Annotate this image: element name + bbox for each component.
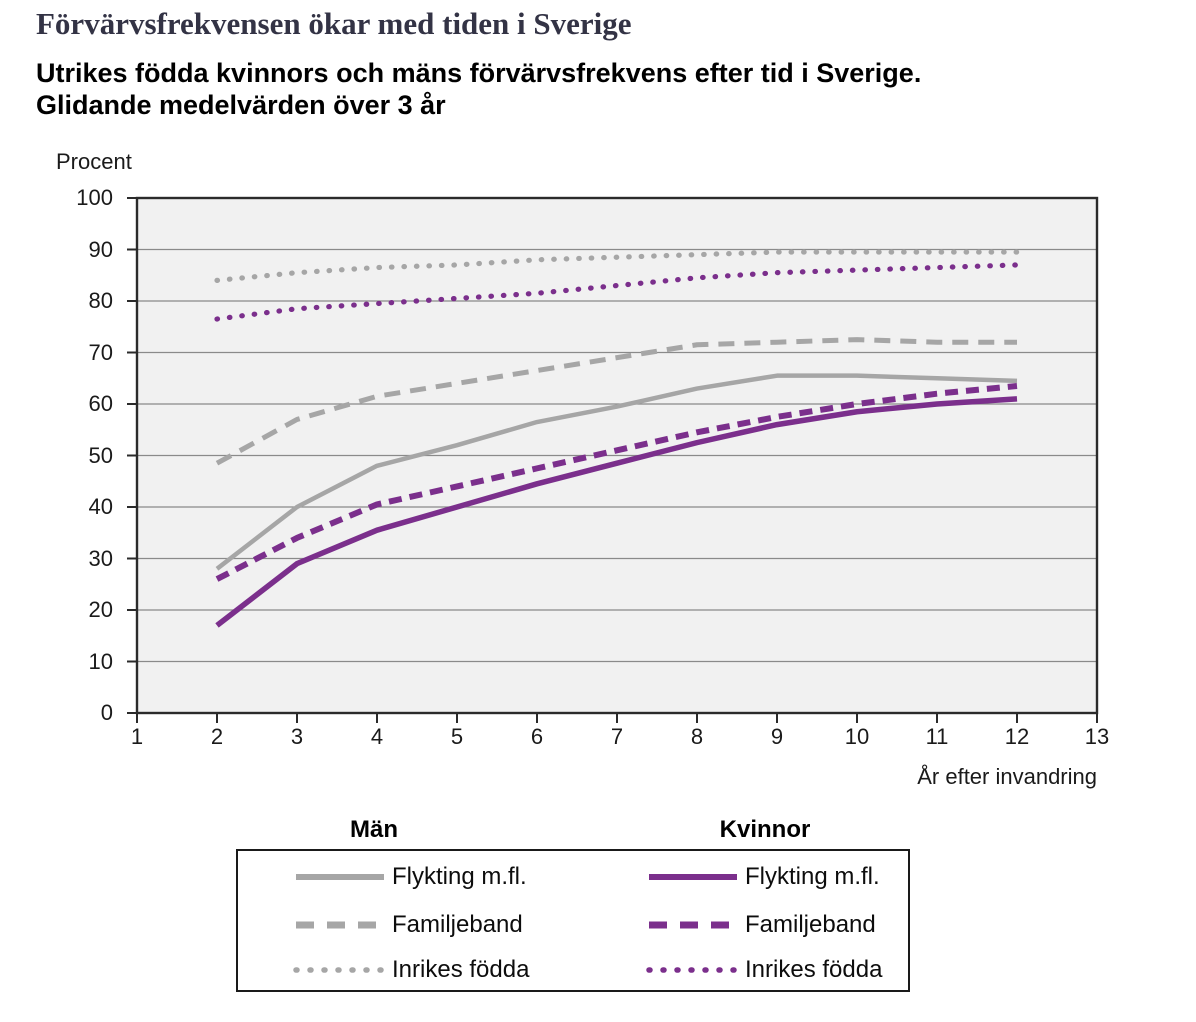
series-kvinnor-dashed bbox=[215, 382, 1018, 582]
series-män-dotted bbox=[214, 249, 1020, 283]
legend-item: Familjeband bbox=[292, 910, 523, 940]
series-kvinnor-solid bbox=[215, 396, 1018, 628]
legend-header-women: Kvinnor bbox=[719, 816, 811, 843]
legend-item: Inrikes födda bbox=[645, 955, 882, 985]
x-tick-label: 13 bbox=[1084, 724, 1110, 749]
legend-swatch-dashed-line-icon bbox=[649, 921, 737, 929]
legend-item: Flykting m.fl. bbox=[645, 862, 880, 892]
legend-swatch-solid-line-icon bbox=[296, 874, 384, 880]
y-tick-label: 40 bbox=[88, 494, 113, 519]
y-tick-label: 0 bbox=[100, 700, 113, 725]
legend-item: Flykting m.fl. bbox=[292, 862, 527, 892]
legend-header-men: Män bbox=[350, 816, 398, 843]
legend-item-label: Flykting m.fl. bbox=[392, 863, 527, 890]
legend: Flykting m.fl. Familjeband Inrikes födda F… bbox=[236, 849, 910, 992]
x-tick-label: 10 bbox=[844, 724, 870, 749]
legend-swatch-dotted-line-icon bbox=[293, 967, 387, 973]
y-tick-label: 80 bbox=[88, 288, 113, 313]
x-tick-label: 6 bbox=[530, 724, 544, 749]
y-tick-label: 50 bbox=[88, 442, 113, 468]
y-tick-label: 90 bbox=[88, 236, 113, 262]
legend-swatch-dotted-line-icon bbox=[646, 967, 740, 973]
y-tick-label: 100 bbox=[76, 185, 113, 210]
legend-item: Inrikes födda bbox=[292, 955, 529, 985]
series-män-dashed bbox=[215, 337, 1017, 466]
x-tick-label: 7 bbox=[610, 724, 624, 749]
x-tick-label: 11 bbox=[925, 724, 949, 749]
x-tick-label: 3 bbox=[290, 724, 304, 749]
page-title: Förvärvsfrekvensen ökar med tiden i Sver… bbox=[36, 6, 632, 41]
legend-item-label: Inrikes födda bbox=[392, 956, 530, 983]
y-tick-label: 60 bbox=[88, 391, 113, 416]
legend-item-label: Familjeband bbox=[392, 911, 523, 938]
legend-item: Familjeband bbox=[645, 910, 876, 940]
legend-item-label: Familjeband bbox=[745, 911, 876, 938]
x-tick-label: 8 bbox=[690, 724, 704, 749]
y-tick-label: 20 bbox=[88, 597, 113, 622]
plot-border bbox=[135, 196, 1099, 715]
x-tick-label: 9 bbox=[770, 724, 784, 749]
x-tick-label: 2 bbox=[210, 724, 224, 749]
y-tick-label: 10 bbox=[88, 648, 113, 674]
legend-swatch-dashed-line-icon bbox=[296, 921, 384, 929]
x-axis-title: År efter invandring bbox=[917, 764, 1097, 789]
chart-subtitle: Utrikes födda kvinnors och mäns förvärvs… bbox=[36, 58, 922, 120]
x-tick-label: 5 bbox=[450, 724, 464, 749]
x-tick-label: 1 bbox=[130, 724, 144, 749]
x-tick-label: 12 bbox=[1004, 724, 1030, 749]
y-tick-label: 30 bbox=[88, 545, 113, 571]
series-män-solid bbox=[215, 373, 1018, 571]
legend-item-label: Flykting m.fl. bbox=[745, 863, 880, 890]
y-tick-label: 70 bbox=[88, 339, 113, 365]
y-axis-title: Procent bbox=[56, 149, 132, 174]
series-kvinnor-dotted bbox=[214, 262, 1020, 322]
x-tick-label: 4 bbox=[370, 724, 384, 749]
legend-swatch-solid-line-icon bbox=[649, 874, 737, 880]
legend-item-label: Inrikes födda bbox=[745, 956, 883, 983]
